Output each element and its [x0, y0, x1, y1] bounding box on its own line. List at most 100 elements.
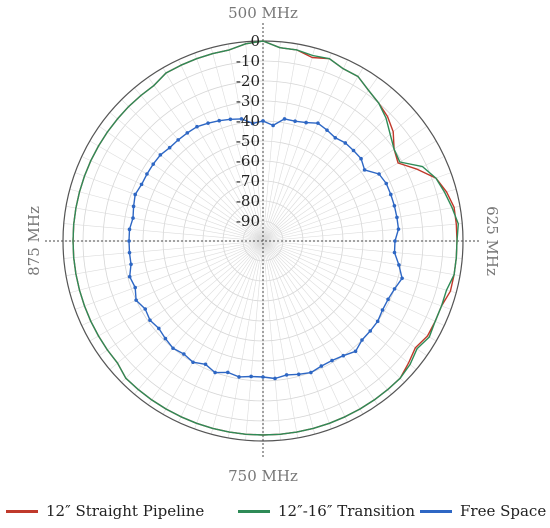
grid-spoke: [121, 240, 264, 383]
series-point: [293, 119, 297, 124]
series-point: [316, 121, 320, 125]
legend-label-straight: 12″ Straight Pipeline: [46, 502, 205, 520]
grid-spoke: [227, 240, 264, 439]
grid-spoke: [148, 240, 264, 406]
series-point: [343, 141, 348, 145]
series-point: [393, 239, 397, 243]
grid-spoke: [262, 240, 378, 406]
series-point: [353, 349, 358, 354]
series-point: [250, 121, 255, 126]
series-point: [127, 239, 131, 243]
series-point: [261, 119, 265, 123]
grid-spoke: [81, 240, 264, 326]
grid-spoke: [262, 240, 452, 310]
series-point: [392, 250, 397, 255]
series-point: [226, 370, 230, 375]
grid-spoke: [262, 140, 437, 242]
grid-spoke: [262, 156, 445, 242]
series-point: [284, 373, 289, 377]
legend-item-straight: 12″ Straight Pipeline: [6, 498, 204, 524]
series-point: [296, 372, 301, 377]
series-point: [143, 307, 148, 311]
series-point: [206, 121, 210, 125]
series-point: [388, 192, 393, 197]
grid-spoke: [98, 240, 264, 356]
series-point: [304, 120, 308, 125]
series-point: [151, 162, 156, 166]
grid-spoke: [262, 43, 299, 242]
series-line-1: [72, 40, 459, 436]
series-point: [129, 262, 133, 267]
radial-tick-label: -40: [236, 112, 260, 130]
series-point: [163, 336, 168, 341]
grid-spoke: [262, 240, 463, 259]
series-point: [359, 156, 363, 161]
grid-spoke: [69, 240, 264, 294]
grid-spoke: [162, 67, 264, 242]
series-point: [325, 128, 329, 132]
grid-spoke: [262, 240, 392, 395]
series-point: [392, 204, 397, 208]
grid-spoke: [74, 172, 264, 242]
grid-spoke: [194, 240, 264, 430]
legend-label-transition: 12″-16″ Transition: [278, 502, 416, 520]
series-point: [397, 263, 401, 267]
series-point: [392, 287, 397, 291]
legend-swatch-green: [238, 509, 270, 513]
series-point: [380, 308, 385, 312]
grid-spoke: [262, 240, 457, 294]
grid-spoke: [262, 240, 428, 356]
series-point: [386, 297, 390, 302]
series-point: [191, 360, 195, 365]
series-point: [134, 298, 138, 302]
radial-tick-label: 0: [250, 32, 260, 50]
grid-spoke: [262, 240, 461, 277]
grid-spoke: [262, 240, 437, 342]
series-point: [333, 135, 338, 140]
series-point: [309, 370, 313, 375]
grid-spoke: [210, 240, 264, 435]
series-point: [195, 124, 199, 129]
legend-swatch-red: [6, 509, 38, 513]
series-point: [273, 376, 277, 381]
angle-label-top: 500 MHz: [228, 4, 298, 22]
tick-labels: 0 -10 -20 -30 -40 -50 -60 -70 -80 -90 500 MHz 750 M…: [25, 4, 501, 485]
series-point: [368, 329, 373, 333]
grid-spoke: [109, 112, 264, 242]
grid-spoke: [227, 43, 264, 242]
grid-spoke: [262, 47, 316, 242]
grid-spoke: [262, 126, 428, 242]
grid-spoke: [262, 240, 281, 441]
series-point: [228, 117, 233, 122]
series-point: [330, 358, 334, 363]
polar-grid: [45, 23, 481, 459]
series-point: [133, 192, 138, 197]
series-point: [271, 123, 275, 128]
series-point: [148, 318, 152, 322]
grid-spoke: [109, 240, 264, 370]
angle-label-left: 875 MHz: [25, 206, 43, 276]
grid-spoke: [262, 240, 299, 439]
series-point: [127, 274, 132, 279]
series-point: [131, 216, 135, 220]
grid-spoke: [245, 41, 264, 242]
series-point: [203, 362, 208, 367]
radial-tick-label: -20: [236, 72, 260, 90]
series-point: [182, 352, 186, 356]
series-point: [133, 285, 138, 290]
series-point: [395, 215, 399, 220]
radial-tick-label: -60: [236, 152, 260, 170]
series-point: [157, 326, 161, 331]
grid-spoke: [134, 87, 264, 242]
grid-spoke: [134, 240, 264, 395]
grid-spoke: [262, 172, 452, 242]
legend-item-freespace: Free Space: [420, 498, 546, 524]
grid-spoke: [262, 240, 445, 326]
series-point: [400, 276, 404, 281]
grid-spoke: [98, 126, 264, 242]
grid-spoke: [262, 67, 364, 242]
legend-label-freespace: Free Space: [460, 502, 547, 520]
series-point: [131, 204, 136, 209]
grid-spoke: [262, 41, 281, 242]
